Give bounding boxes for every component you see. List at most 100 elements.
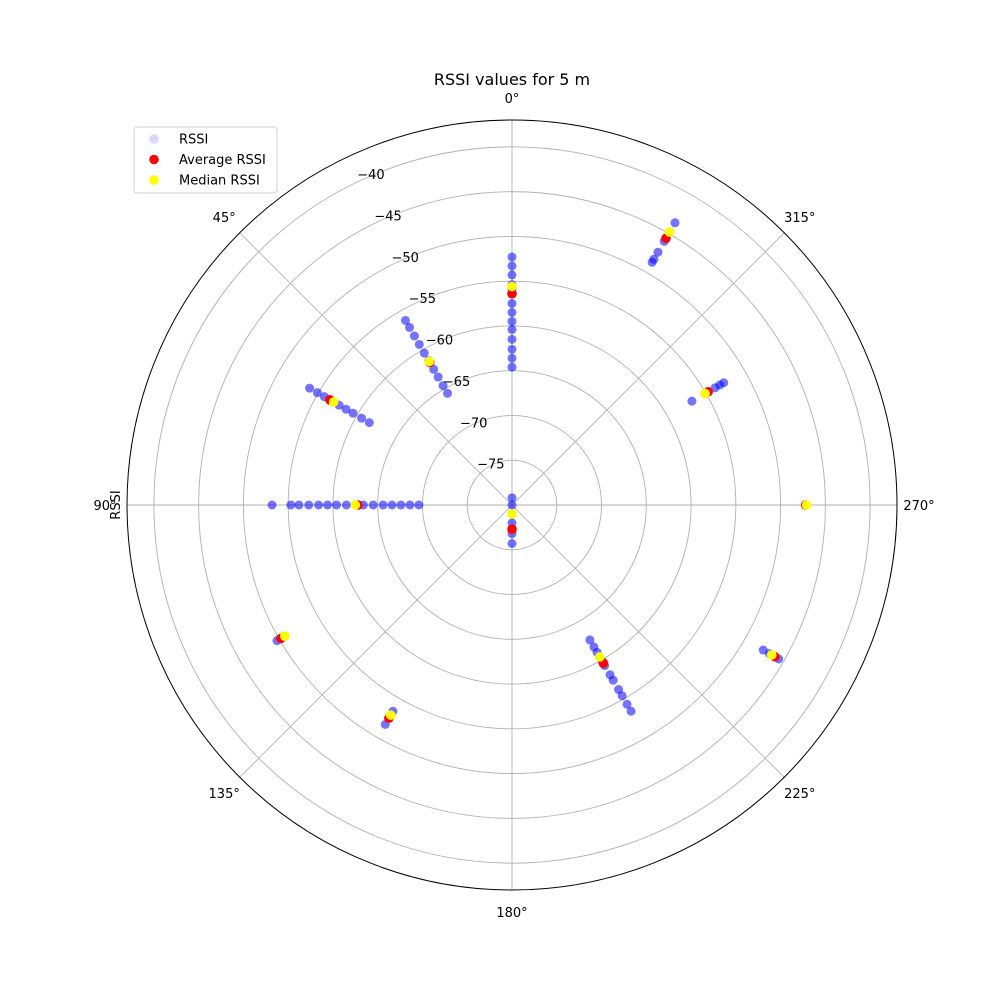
- r-tick-label: −45: [374, 209, 401, 224]
- legend-rssi-label: RSSI: [179, 133, 208, 148]
- legend-rssi-marker: [149, 134, 159, 144]
- rssi-point: [409, 331, 419, 341]
- rssi-point: [348, 408, 358, 418]
- rssi-point: [286, 500, 296, 510]
- rssi-point: [314, 500, 324, 510]
- theta-tick-label: 0°: [505, 92, 520, 107]
- rssi-point: [507, 500, 517, 510]
- rssi-point: [507, 316, 517, 326]
- rssi-point: [433, 372, 443, 382]
- rssi-point: [438, 381, 448, 391]
- median-rssi-point: [700, 388, 710, 399]
- polar-frame: [126, 119, 898, 891]
- rssi-point: [305, 383, 315, 393]
- rssi-point: [614, 685, 624, 695]
- r-tick-label: −70: [460, 416, 487, 431]
- median-rssi-point: [424, 356, 434, 367]
- rssi-point: [507, 261, 517, 271]
- median-rssi-point: [664, 227, 675, 237]
- y-axis-label: RSSI: [109, 490, 124, 519]
- r-tick-label: −55: [409, 292, 436, 307]
- median-rssi-point: [766, 650, 777, 660]
- rssi-point: [387, 500, 397, 510]
- median-rssi-point: [594, 652, 605, 662]
- rssi-point: [405, 500, 415, 510]
- median-rssi-point: [507, 509, 517, 519]
- median-rssi-point: [507, 281, 517, 292]
- rssi-point: [304, 500, 314, 510]
- rssi-point: [507, 334, 517, 344]
- r-tick-label: −40: [357, 168, 384, 183]
- median-rssi-point: [801, 500, 812, 510]
- angular-gridline: [511, 504, 785, 778]
- rssi-point: [507, 270, 517, 280]
- angular-gridline: [239, 232, 513, 506]
- rssi-point: [341, 404, 351, 414]
- rssi-point: [507, 299, 517, 309]
- rssi-point: [589, 642, 599, 652]
- data-points: [267, 218, 812, 729]
- chart-title: RSSI values for 5 m: [434, 70, 590, 89]
- rssi-point: [312, 388, 322, 398]
- rssi-point: [507, 353, 517, 363]
- rssi-point: [368, 500, 378, 510]
- rssi-point: [626, 706, 636, 716]
- average-rssi-point: [507, 288, 517, 299]
- rssi-point: [414, 339, 424, 349]
- rssi-point: [507, 539, 517, 548]
- average-rssi-point: [507, 524, 517, 534]
- rssi-point: [364, 418, 374, 428]
- rssi-point: [507, 252, 517, 262]
- rssi-point: [507, 362, 517, 372]
- rssi-point: [507, 308, 517, 317]
- r-tick-label: −50: [391, 251, 418, 266]
- median-rssi-point: [328, 397, 339, 407]
- rssi-point: [585, 635, 595, 645]
- theta-tick-label: 315°: [784, 211, 815, 226]
- median-rssi-point: [385, 710, 396, 720]
- rssi-point: [710, 383, 720, 393]
- rssi-point: [758, 645, 768, 655]
- rssi-point: [332, 500, 342, 510]
- legend-median-rssi-label: Median RSSI: [179, 174, 260, 189]
- legend-frame: [133, 126, 278, 194]
- rssi-point: [507, 493, 517, 503]
- rssi-point: [378, 500, 388, 510]
- theta-tick-label: 45°: [213, 211, 236, 226]
- theta-tick-label: 225°: [784, 787, 815, 802]
- rssi-point: [404, 322, 414, 332]
- rssi-point: [396, 500, 406, 510]
- rssi-point: [507, 344, 517, 354]
- legend-average-rssi-label: Average RSSI: [179, 153, 266, 168]
- rssi-point: [429, 364, 439, 374]
- rssi-point: [605, 670, 615, 680]
- rssi-point: [419, 348, 429, 358]
- rssi-point: [400, 315, 410, 325]
- tick-labels: −40 −45 −50 −55 −60 −65 −70 −75 0° 45° 90° 135° 180°…: [93, 92, 934, 921]
- r-tick-label: −65: [443, 375, 470, 390]
- rssi-point: [341, 500, 351, 510]
- rssi-point: [653, 247, 663, 257]
- rssi-point: [622, 699, 632, 709]
- theta-tick-label: 90°: [93, 499, 116, 514]
- rssi-point: [357, 413, 367, 423]
- rssi-point: [267, 500, 277, 510]
- rssi-point: [647, 257, 657, 267]
- rssi-point: [443, 388, 453, 398]
- rssi-point: [294, 500, 304, 510]
- r-tick-label: −75: [477, 458, 504, 473]
- rssi-point: [323, 500, 333, 510]
- rssi-point: [687, 396, 697, 406]
- legend-average-rssi-marker: [149, 154, 159, 165]
- theta-tick-label: 135°: [209, 787, 240, 802]
- r-tick-label: −60: [426, 334, 453, 349]
- theta-tick-label: 270°: [903, 499, 934, 514]
- legend: RSSI Average RSSI Median RSSI: [133, 126, 278, 194]
- rssi-point: [670, 218, 680, 228]
- median-rssi-point: [280, 631, 290, 641]
- legend-median-rssi-marker: [149, 175, 159, 185]
- theta-tick-label: 180°: [496, 906, 527, 921]
- rssi-point: [414, 500, 424, 510]
- angular-gridline: [511, 232, 785, 506]
